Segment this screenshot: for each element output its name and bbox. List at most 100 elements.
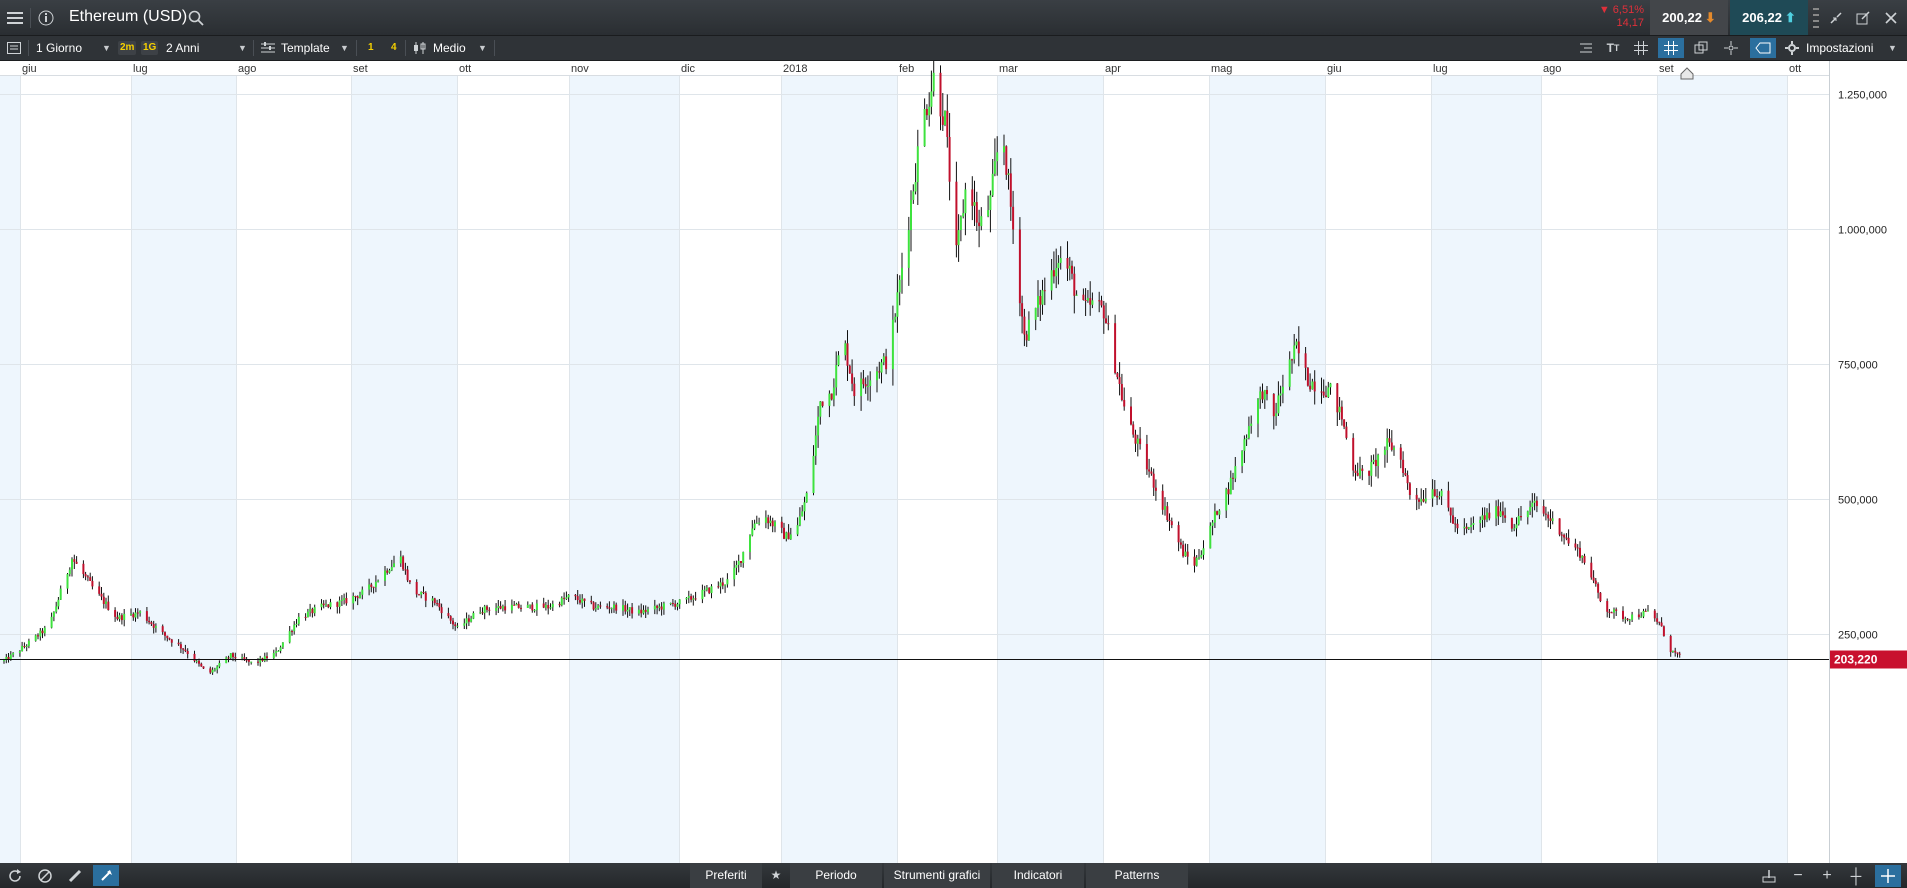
divider [356,40,357,56]
candle-down [1100,300,1103,306]
candle-down [1597,583,1600,593]
range-select[interactable]: 2 Anni [166,41,200,55]
price-chart[interactable]: giu lug ago set ott nov dic 2018 feb mar apr mag giu… [0,56,1907,863]
list-icon[interactable] [4,40,24,56]
star-icon[interactable]: ★ [770,868,782,882]
candle-up [798,516,801,526]
candle-up [533,610,536,612]
layers-icon[interactable] [1690,39,1712,57]
interval-select[interactable]: 1 Giorno [36,41,83,55]
candle-down [1563,534,1566,538]
change-value: 14,17 [1616,17,1644,29]
candle-up [742,552,745,563]
chevron-down-icon[interactable]: ▼ [1888,43,1897,53]
candle-up [1327,387,1330,398]
minimize-icon[interactable] [1825,7,1847,29]
pencil-icon[interactable] [64,866,86,886]
candle-up [1624,618,1627,620]
candle-down [386,570,389,573]
y-axis: 250,000500,000750,0001.000,0001.250,0001… [1829,61,1907,863]
candles-icon[interactable] [410,40,430,56]
crosshair-icon[interactable] [1720,39,1742,57]
count-4-button[interactable]: 4 [391,42,397,53]
menu-icon[interactable] [0,0,30,35]
x-tick-label: lug [1433,63,1448,75]
chevron-down-icon[interactable]: ▼ [478,43,487,53]
candle-down [291,631,293,633]
candle-up [1479,520,1482,523]
candle-up [613,604,615,609]
buy-button[interactable]: 206,22 ⬆ [1730,0,1808,35]
template-icon[interactable] [258,40,278,56]
candle-up [1613,609,1615,613]
settings-button[interactable]: Impostazioni [1806,41,1874,55]
candle-down [848,365,851,374]
candle-up [1288,359,1291,387]
scroll-marker-icon[interactable] [1680,67,1694,80]
candle-up [229,653,232,658]
block-icon[interactable] [34,866,56,886]
candle-up [275,651,278,653]
align-icon[interactable] [1574,39,1596,57]
candle-down [114,610,117,617]
candle-up [964,189,967,214]
candle-down [885,356,888,370]
style-select[interactable]: Medio [433,41,466,55]
candle-down [209,668,212,673]
instrument-title: Ethereum (USD) [69,8,188,25]
candle-up [399,556,402,564]
candle-up [551,603,554,608]
zoom-out-icon[interactable]: − [1793,867,1803,884]
quick-1g-button[interactable]: 1G [141,41,159,55]
grid-icon[interactable] [1630,39,1652,57]
candle-down [198,660,200,664]
export-icon[interactable] [1758,866,1780,886]
candle-up [225,657,228,664]
search-icon[interactable] [186,8,206,28]
info-icon[interactable] [36,8,56,28]
candle-down [1452,515,1454,524]
candle-up [932,72,935,92]
cursor-icon[interactable] [93,865,119,886]
panel-handle-icon[interactable] [1812,3,1820,32]
period-tab[interactable]: Periodo [790,863,882,888]
popout-icon[interactable] [1852,7,1874,29]
candle-down [1152,473,1155,488]
quick-2m-button[interactable]: 2m [118,41,137,55]
candle-up [105,601,107,604]
candle-up [703,589,706,591]
refresh-icon[interactable] [4,866,26,886]
indicators-tab[interactable]: Indicatori [992,863,1084,888]
chart-area[interactable]: giu lug ago set ott nov dic 2018 feb mar apr mag giu… [0,56,1907,863]
favorites-tab[interactable]: Preferiti [690,863,762,888]
month-band [1657,75,1787,863]
candle-down [531,604,534,611]
candle-down [1504,515,1507,518]
chevron-down-icon[interactable]: ▼ [102,43,111,53]
patterns-tab[interactable]: Patterns [1086,863,1188,888]
zoom-in-icon[interactable]: + [1822,867,1832,884]
candle-up [529,604,532,606]
crosshair-toggle-icon[interactable]: ┼ [1850,867,1862,885]
gear-icon[interactable] [1782,39,1802,57]
chevron-down-icon[interactable]: ▼ [340,43,349,53]
close-icon[interactable] [1880,7,1902,29]
candle-down [447,613,450,617]
candle-up [71,559,73,570]
candle-down [1232,477,1234,479]
template-select[interactable]: Template [281,41,330,55]
candle-down [356,596,359,599]
candle-down [1073,273,1076,296]
fit-icon[interactable] [1875,865,1901,887]
candle-up [295,623,298,625]
candle-up [309,608,312,612]
drawing-tools-tab[interactable]: Strumenti grafici [884,863,990,888]
count-1-button[interactable]: 1 [368,42,374,53]
candle-up [835,365,838,388]
sell-button[interactable]: 200,22 ⬇ [1650,0,1728,35]
candle-down [75,561,78,564]
grid-active-icon[interactable] [1658,38,1684,58]
chevron-down-icon[interactable]: ▼ [238,43,247,53]
price-tag-icon[interactable] [1750,38,1776,58]
